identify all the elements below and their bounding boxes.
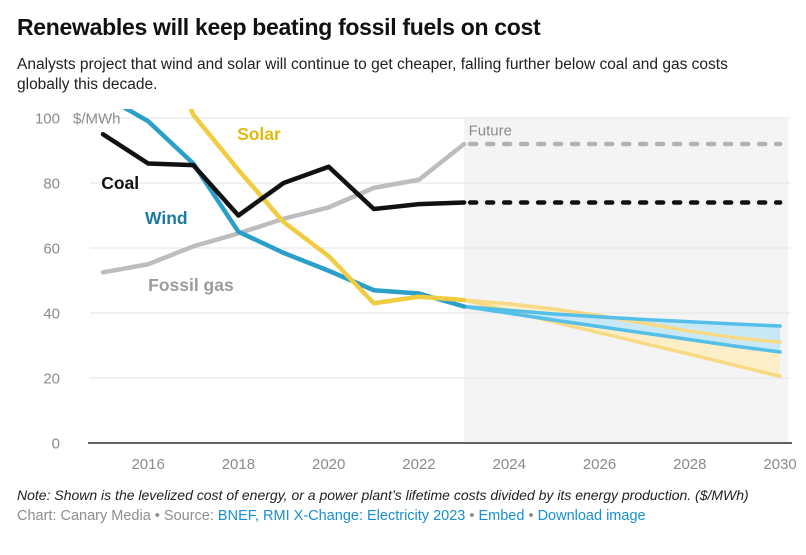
y-tick-label-80: 80 (43, 176, 60, 193)
wind-label: Wind (145, 208, 188, 228)
solar-label: Solar (237, 124, 281, 144)
future-label: Future (469, 123, 512, 140)
x-tick-label-2016: 2016 (131, 456, 164, 473)
credit-prefix: Chart: Canary Media • Source: (17, 508, 218, 524)
x-tick-label-2022: 2022 (402, 456, 435, 473)
x-tick-label-2030: 2030 (763, 456, 796, 473)
fossil-gas-label: Fossil gas (148, 275, 234, 295)
y-tick-label-60: 60 (43, 241, 60, 258)
chart-card: Renewables will keep beating fossil fuel… (0, 12, 806, 525)
wind-projection-range-upper-line (462, 304, 782, 328)
x-tick-label-2018: 2018 (222, 456, 255, 473)
y-tick-label-0: 0 (52, 436, 60, 453)
y-tick-label-100: 100 (35, 111, 60, 128)
x-tick-label-2024: 2024 (493, 456, 526, 473)
y-axis-unit-label: $/MWh (73, 111, 121, 128)
credit-separator-2: • (524, 508, 538, 524)
download-image-link[interactable]: Download image (537, 508, 646, 524)
coal-line (100, 132, 467, 218)
chart-credit: Chart: Canary Media • Source: BNEF, RMI … (17, 507, 789, 525)
x-tick-label-2026: 2026 (583, 456, 616, 473)
x-tick-label-2028: 2028 (673, 456, 706, 473)
solar-line (188, 109, 467, 306)
chart-subtitle: Analysts project that wind and solar wil… (17, 56, 728, 93)
chart-note: Note: Shown is the levelized cost of ene… (17, 487, 749, 503)
credit-separator: • (465, 508, 479, 524)
wind-line (122, 109, 467, 309)
wind-projection-range-lower-line (462, 304, 782, 354)
y-tick-label-40: 40 (43, 306, 60, 323)
cost-chart: 0 20 40 60 80 100 $/MWh 2016 2018 2020 2022 2024 202… (35, 109, 797, 473)
x-tick-label-2020: 2020 (312, 456, 345, 473)
source-link[interactable]: BNEF, RMI X-Change: Electricity 2023 (217, 508, 466, 524)
embed-link[interactable]: Embed (478, 508, 525, 524)
future-region (464, 119, 788, 442)
page: { "header": { "title": "Renewables will … (0, 12, 806, 555)
coal-label: Coal (101, 173, 139, 193)
page-title: Renewables will keep beating fossil fuel… (17, 14, 541, 40)
y-tick-label-20: 20 (43, 371, 60, 388)
